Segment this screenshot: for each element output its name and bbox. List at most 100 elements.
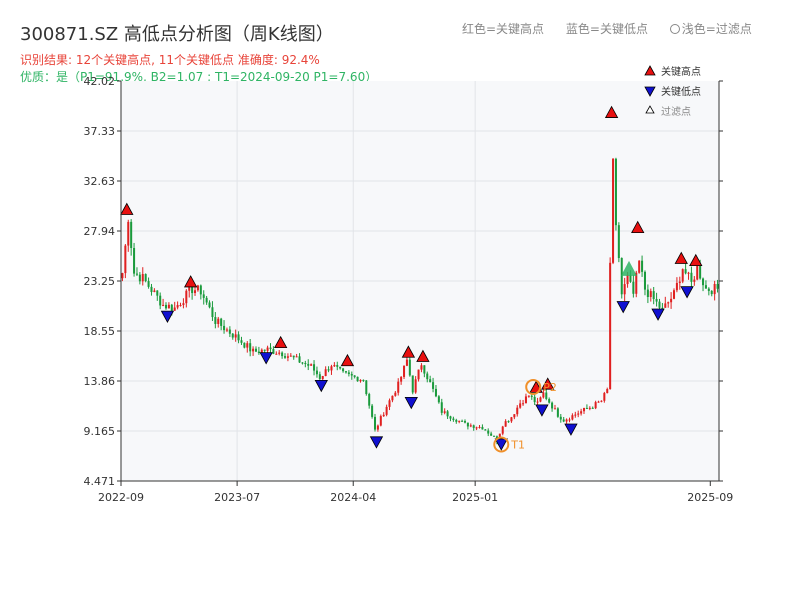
- marker-legend: 关键高点 关键低点 过滤点: [644, 65, 701, 118]
- candle-body: [127, 221, 130, 246]
- candle-body: [283, 356, 287, 358]
- candle-body: [121, 273, 124, 279]
- color-key: 红色=关键高点 蓝色=关键低点 浅色=过滤点: [462, 20, 770, 37]
- y-tick-label: 13.86: [84, 375, 116, 388]
- high-point-marker: [401, 345, 416, 358]
- candle-body: [449, 416, 452, 419]
- candle-body: [368, 394, 371, 406]
- candle-body: [707, 288, 710, 291]
- grid-lines: [121, 81, 719, 481]
- candle-body: [609, 262, 612, 390]
- candle-body: [286, 356, 289, 358]
- low-point-marker: [651, 308, 665, 321]
- candle-body: [597, 401, 600, 403]
- candle-body: [344, 371, 347, 373]
- candle-body: [124, 245, 127, 274]
- low-point-marker: [564, 423, 578, 436]
- y-tick-label: 27.94: [84, 225, 116, 238]
- candle-body: [252, 348, 255, 352]
- candle-body: [472, 425, 475, 428]
- candle-body: [315, 370, 318, 375]
- candle-body: [237, 334, 240, 341]
- candle-body: [292, 355, 295, 358]
- candle-body: [565, 419, 568, 422]
- candle-body: [353, 375, 356, 377]
- candle-body: [313, 364, 316, 371]
- tick-labels: 4.471 9.165 13.86 18.55 23.25 27.94 32.63 37.33…: [84, 75, 734, 504]
- candle-body: [214, 317, 217, 324]
- candle-body: [388, 400, 391, 407]
- candle-body: [574, 414, 577, 416]
- candle-body: [382, 414, 385, 417]
- candle-body: [217, 318, 220, 324]
- candle-body: [649, 291, 652, 298]
- candle-body: [362, 379, 365, 381]
- legend-filtered-icon: [645, 105, 655, 114]
- candle-body: [458, 420, 461, 422]
- candle-body: [432, 382, 435, 389]
- legend-low-icon: [644, 86, 656, 97]
- candle-body: [420, 365, 423, 370]
- high-point-marker: [541, 377, 555, 390]
- legend-high-icon: [644, 65, 656, 76]
- candle-body: [516, 407, 519, 415]
- candle-body: [429, 379, 432, 383]
- y-tick-label: 37.33: [84, 125, 116, 138]
- x-tick-label: 2022-09: [98, 491, 144, 504]
- candle-body: [405, 359, 408, 366]
- candle-body: [196, 285, 199, 291]
- candle-body: [693, 279, 696, 282]
- annotation-label: T1: [510, 438, 525, 451]
- x-tick-label: 2025-01: [452, 491, 498, 504]
- candle-body: [612, 158, 615, 263]
- candle-body: [202, 294, 205, 298]
- candle-body: [278, 352, 281, 354]
- candle-body: [582, 407, 586, 412]
- candle-body: [307, 363, 310, 366]
- candle-body: [330, 366, 333, 371]
- candle-body: [455, 419, 458, 422]
- candle-body: [417, 369, 420, 380]
- candle-body: [646, 289, 649, 298]
- annotation-circle: [493, 436, 510, 453]
- candle-body: [501, 426, 504, 434]
- color-key-red: 红色=关键高点: [462, 22, 545, 36]
- candle-body: [664, 303, 667, 308]
- candle-body: [716, 283, 719, 289]
- candle-body: [257, 351, 260, 354]
- high-point-marker: [604, 105, 619, 118]
- candle-body: [652, 291, 655, 300]
- candle-body: [638, 260, 641, 273]
- candle-body: [156, 290, 159, 296]
- candle-body: [510, 417, 513, 422]
- candle-body: [231, 333, 234, 338]
- candle-body: [519, 403, 522, 408]
- candle-body: [699, 265, 702, 279]
- candle-body: [606, 389, 609, 394]
- candle-body: [513, 414, 516, 418]
- candle-body: [533, 396, 536, 403]
- candle-body: [536, 401, 539, 403]
- light-dot-icon: [669, 24, 680, 34]
- candle-body: [371, 405, 374, 417]
- legend-low-label: 关键低点: [661, 85, 701, 98]
- candle-body: [263, 349, 266, 351]
- candle-body: [493, 435, 496, 437]
- candle-body: [144, 274, 147, 282]
- candle-body: [324, 369, 327, 376]
- candle-body: [191, 287, 194, 294]
- point-markers: [120, 105, 703, 451]
- low-point-marker: [259, 352, 273, 365]
- candle-body: [339, 366, 342, 369]
- candle-body: [333, 365, 336, 367]
- candle-body: [336, 365, 339, 367]
- candle-body: [240, 340, 243, 343]
- candle-body: [223, 325, 226, 331]
- candle-body: [246, 343, 249, 348]
- candle-body: [548, 398, 551, 403]
- candle-body: [289, 355, 292, 357]
- candle-body: [443, 411, 446, 413]
- candle-body: [588, 407, 591, 409]
- candle-body: [632, 281, 635, 294]
- candle-body: [182, 303, 185, 306]
